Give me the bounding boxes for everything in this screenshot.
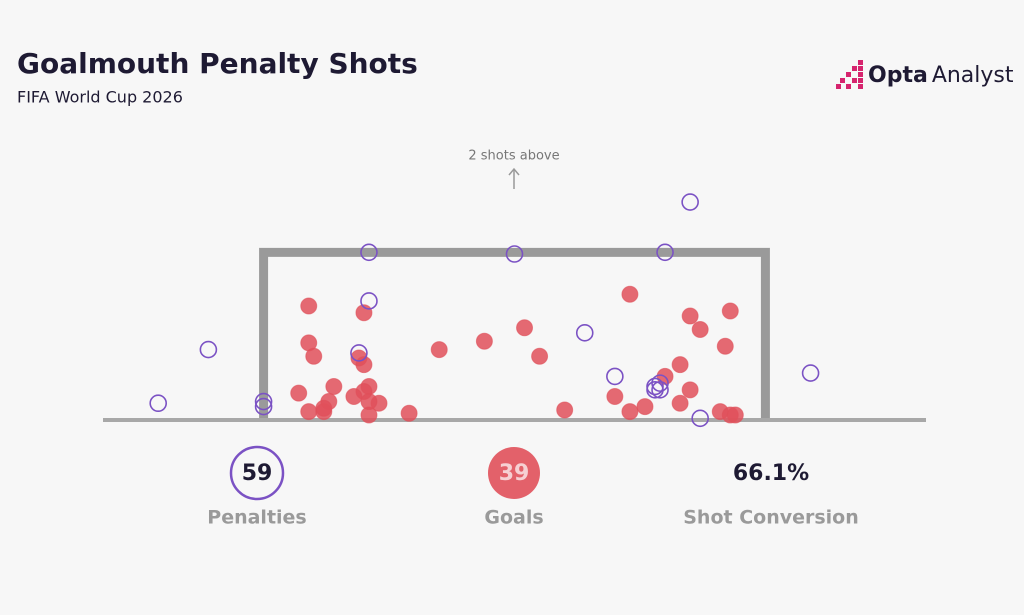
goal-shot: [305, 347, 323, 365]
goal-shot: [325, 377, 343, 395]
missed-shot: [254, 392, 273, 411]
missed-shot: [606, 367, 624, 386]
goal-shot: [475, 332, 493, 350]
chart-title: Goalmouth Penalty Shots: [17, 47, 418, 80]
goal-shot: [721, 302, 739, 320]
missed-shot: [350, 344, 368, 362]
stat-label: Penalties: [207, 507, 306, 529]
stat-value: 59: [242, 461, 273, 486]
stat-label: Shot Conversion: [683, 507, 859, 529]
goal-frame: [259, 247, 770, 420]
goal-shot: [430, 341, 448, 359]
annotation: 2 shots above: [468, 149, 559, 164]
goal-shot: [300, 297, 318, 315]
goal-shot: [636, 398, 654, 416]
stat-badge: [229, 445, 285, 501]
missed-shot: [651, 381, 669, 399]
goal-shot: [360, 393, 378, 411]
goal-shot: [531, 347, 549, 365]
logo: Opta Analyst: [868, 63, 1014, 88]
stat-value: 66.1%: [733, 461, 809, 486]
missed-shot: [575, 324, 594, 342]
missed-shot: [149, 394, 168, 413]
missed-shot: [254, 397, 273, 416]
missed-shot: [801, 364, 820, 382]
goal-shot: [556, 401, 574, 419]
goal-shot: [671, 356, 689, 374]
stat-value: 39: [499, 461, 530, 486]
stat-label: Goals: [484, 507, 543, 529]
goal-shot: [621, 285, 639, 303]
missed-shot: [691, 409, 709, 428]
chart-subtitle: FIFA World Cup 2026: [17, 88, 183, 107]
missed-shot: [651, 374, 669, 392]
goal-shot: [516, 319, 534, 337]
goal-shot: [290, 384, 308, 402]
goal-shot: [606, 388, 624, 406]
goal-shot: [726, 406, 744, 424]
goal-shot: [681, 307, 699, 325]
goal-shot: [315, 399, 333, 417]
missed-shot: [199, 340, 218, 359]
annotation-arrow: [508, 167, 520, 189]
missed-shot: [681, 193, 699, 211]
missed-shot: [505, 245, 524, 263]
goal-shot: [691, 320, 709, 338]
missed-shot: [656, 243, 674, 262]
goal-shot: [621, 403, 639, 421]
logo-brand: Opta: [868, 63, 928, 88]
stat-badge: [488, 447, 540, 499]
goal-shot: [716, 337, 734, 355]
logo-icon: [836, 60, 863, 89]
goal-shot: [300, 403, 318, 421]
missed-shot: [360, 292, 378, 310]
missed-shot: [360, 243, 378, 262]
goal-shot: [671, 394, 689, 412]
goal-shot: [400, 404, 418, 422]
goal-shot: [681, 381, 699, 399]
goal-shot: [345, 388, 363, 406]
logo-product: Analyst: [932, 63, 1014, 88]
